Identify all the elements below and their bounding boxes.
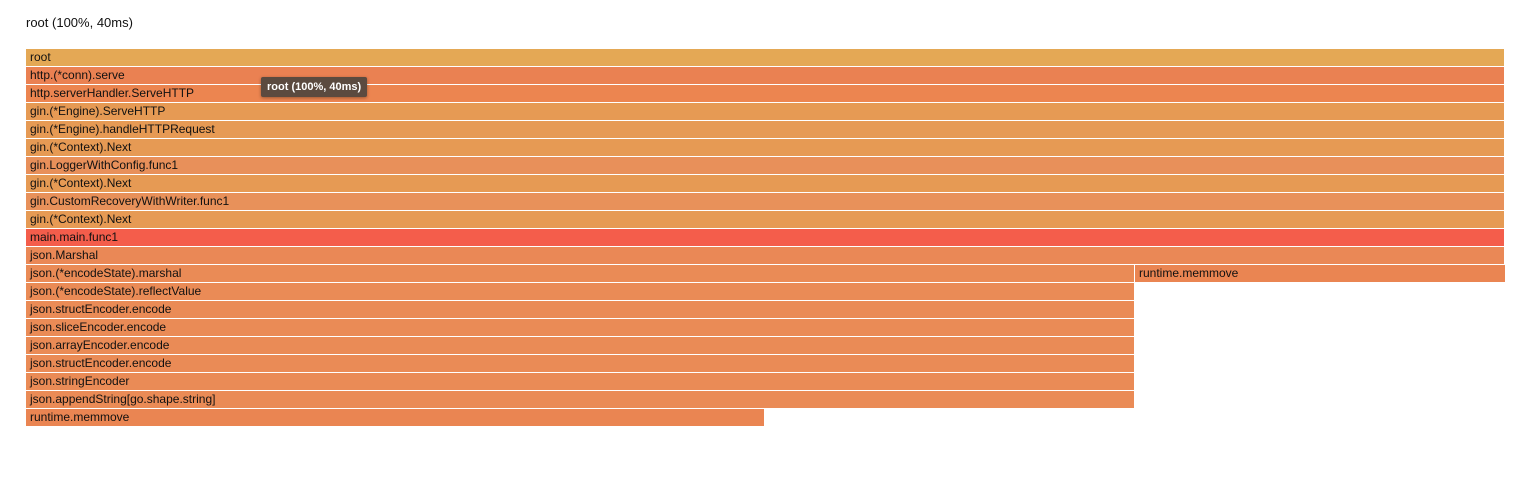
flame-frame[interactable]: json.(*encodeState).marshal xyxy=(26,265,1134,282)
flame-frame[interactable]: json.sliceEncoder.encode xyxy=(26,319,1134,336)
flame-frame[interactable]: gin.(*Context).Next xyxy=(26,175,1504,192)
flame-frame[interactable]: json.stringEncoder xyxy=(26,373,1134,390)
flame-frame[interactable]: json.Marshal xyxy=(26,247,1504,264)
flame-frame[interactable]: gin.(*Context).Next xyxy=(26,139,1504,156)
flamegraph: root http.(*conn).serve http.serverHandler… xyxy=(26,49,1505,429)
flame-frame[interactable]: runtime.memmove xyxy=(1135,265,1505,282)
flame-frame[interactable]: http.(*conn).serve xyxy=(26,67,1504,84)
flame-frame[interactable]: runtime.memmove xyxy=(26,409,764,426)
page-title: root (100%, 40ms) xyxy=(26,15,133,30)
flame-frame[interactable]: gin.(*Engine).handleHTTPRequest xyxy=(26,121,1504,138)
flame-frame[interactable]: json.structEncoder.encode xyxy=(26,355,1134,372)
flame-frame[interactable]: root xyxy=(26,49,1504,66)
flame-frame[interactable]: main.main.func1 xyxy=(26,229,1504,246)
flame-frame[interactable]: json.(*encodeState).reflectValue xyxy=(26,283,1134,300)
flame-frame[interactable]: json.arrayEncoder.encode xyxy=(26,337,1134,354)
frame-tooltip: root (100%, 40ms) xyxy=(261,77,368,97)
flame-frame[interactable]: http.serverHandler.ServeHTTP xyxy=(26,85,1504,102)
flame-frame[interactable]: json.structEncoder.encode xyxy=(26,301,1134,318)
flame-frame[interactable]: gin.LoggerWithConfig.func1 xyxy=(26,157,1504,174)
flame-frame[interactable]: gin.CustomRecoveryWithWriter.func1 xyxy=(26,193,1504,210)
flame-frame[interactable]: gin.(*Engine).ServeHTTP xyxy=(26,103,1504,120)
flame-frame[interactable]: json.appendString[go.shape.string] xyxy=(26,391,1134,408)
flame-frame[interactable]: gin.(*Context).Next xyxy=(26,211,1504,228)
